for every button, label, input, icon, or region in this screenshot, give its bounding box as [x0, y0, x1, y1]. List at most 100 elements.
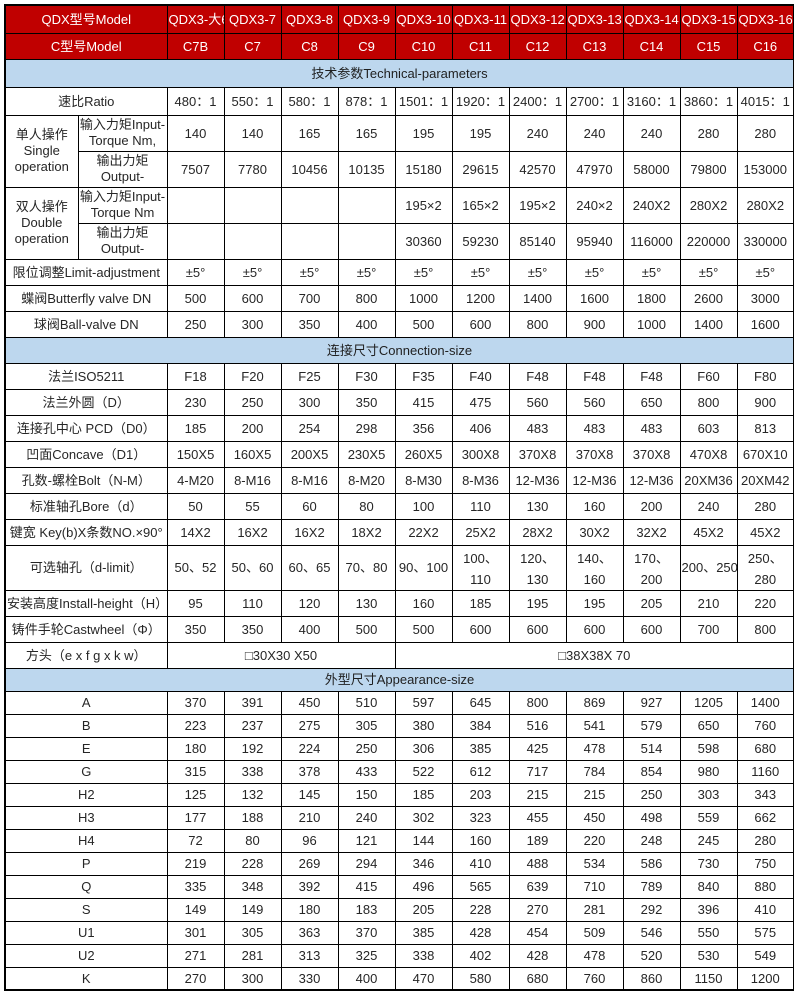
model-header-cell: QDX3-10 [394, 4, 453, 34]
value-cell: 650 [679, 713, 738, 738]
row-label: 法兰外圆（D） [4, 388, 168, 416]
row-label: H2 [4, 782, 168, 807]
table-row: S 149 149 180 183 205 228 270 281 292 396 410 [4, 897, 794, 922]
row-label: 方头（e x f g x k w） [4, 641, 168, 669]
value-cell: 410 [451, 851, 510, 876]
value-cell: F60 [679, 362, 738, 390]
value-cell: 16X2 [223, 518, 282, 546]
table-row: 铸件手轮Castwheel（Φ） 350 350 400 500 500 600 600 600… [4, 615, 794, 643]
value-cell: 250 [166, 310, 225, 338]
value-cell [223, 186, 282, 224]
value-cell: ±5° [223, 258, 282, 286]
value-cell: 195 [508, 589, 567, 617]
value-cell: 306 [394, 736, 453, 761]
section-band-row: 技术参数Technical-parameters [4, 58, 794, 88]
value-cell: 100、 110 [451, 544, 510, 591]
value-cell: 600 [622, 615, 681, 643]
value-cell: 250、 280 [736, 544, 794, 591]
value-cell: 22X2 [394, 518, 453, 546]
row-label: 球阀Ball-valve DN [4, 310, 168, 338]
value-cell: 16X2 [280, 518, 339, 546]
table-row: 可选轴孔（d-limit） 50、52 50、60 60、65 70、80 90、100 1… [4, 544, 794, 591]
value-cell: 391 [223, 690, 282, 715]
value-cell: 14X2 [166, 518, 225, 546]
value-cell: 8-M16 [280, 466, 339, 494]
value-cell: 250 [223, 388, 282, 416]
value-cell: 280X2 [736, 186, 794, 224]
value-cell: 350 [166, 615, 225, 643]
value-cell: 228 [223, 851, 282, 876]
value-cell: 72 [166, 828, 225, 853]
table-row: H4 72 80 96 121 144 160 189 220 248 245 280 [4, 828, 794, 853]
value-cell: 700 [679, 615, 738, 643]
value-cell: 195 [565, 589, 624, 617]
value-cell: 3860：1 [679, 86, 738, 116]
value-cell: 1920：1 [451, 86, 510, 116]
value-cell: 348 [223, 874, 282, 899]
value-cell: 325 [337, 943, 396, 968]
value-cell: 200 [622, 492, 681, 520]
span-value-cell: □38X38X 70 [394, 641, 794, 669]
value-cell: 483 [508, 414, 567, 442]
value-cell: 500 [394, 615, 453, 643]
value-cell: 200X5 [280, 440, 339, 468]
value-cell: 575 [736, 920, 794, 945]
value-cell: 269 [280, 851, 339, 876]
value-cell: ±5° [394, 258, 453, 286]
value-cell: 203 [451, 782, 510, 807]
value-cell: 121 [337, 828, 396, 853]
value-cell: 70、80 [337, 544, 396, 591]
value-cell: 1400 [736, 690, 794, 715]
value-cell: 10135 [337, 150, 396, 188]
value-cell: 330000 [736, 222, 794, 260]
value-cell: 280X2 [679, 186, 738, 224]
value-cell: 280 [736, 828, 794, 853]
value-cell: 7780 [223, 150, 282, 188]
value-cell: 415 [337, 874, 396, 899]
row-label: 法兰ISO5211 [4, 362, 168, 390]
value-cell: 50、52 [166, 544, 225, 591]
table-row: P 219 228 269 294 346 410 488 534 586 730 750 [4, 851, 794, 876]
value-cell: 559 [679, 805, 738, 830]
value-cell: 60 [280, 492, 339, 520]
c-model-header-cell: C9 [337, 32, 396, 60]
value-cell: 500 [337, 615, 396, 643]
value-cell: 50、60 [223, 544, 282, 591]
value-cell: 402 [451, 943, 510, 968]
row-label: 孔数-螺栓Bolt（N-M） [4, 466, 168, 494]
value-cell: 400 [337, 966, 396, 991]
c-model-header-cell: C7 [223, 32, 282, 60]
value-cell: 59230 [451, 222, 510, 260]
value-cell: 210 [679, 589, 738, 617]
row-label: H3 [4, 805, 168, 830]
value-cell: 260X5 [394, 440, 453, 468]
value-cell: 250 [337, 736, 396, 761]
table-row: 方头（e x f g x k w） □30X30 X50 □38X38X 70 [4, 641, 794, 669]
section-title: 连接尺寸Connection-size [4, 336, 794, 364]
value-cell: 95 [166, 589, 225, 617]
value-cell: 370X8 [565, 440, 624, 468]
value-cell: F48 [508, 362, 567, 390]
row-label: 安装高度Install-height（H） [4, 589, 168, 617]
value-cell: 220 [565, 828, 624, 853]
section-title: 技术参数Technical-parameters [4, 58, 794, 88]
table-row: 法兰外圆（D） 230 250 300 350 415 475 560 560 650 800 900 [4, 388, 794, 416]
value-cell: 650 [622, 388, 681, 416]
value-cell: 58000 [622, 150, 681, 188]
value-cell: 600 [451, 310, 510, 338]
value-cell: 180 [280, 897, 339, 922]
value-cell: 400 [337, 310, 396, 338]
value-cell: 8-M16 [223, 466, 282, 494]
value-cell: 183 [337, 897, 396, 922]
value-cell: 662 [736, 805, 794, 830]
value-cell: 4-M20 [166, 466, 225, 494]
row-label: K [4, 966, 168, 991]
value-cell: 4015：1 [736, 86, 794, 116]
value-cell: 270 [508, 897, 567, 922]
value-cell: 96 [280, 828, 339, 853]
value-cell: 428 [451, 920, 510, 945]
value-cell: 45X2 [736, 518, 794, 546]
section-band-row: 外型尺寸Appearance-size [4, 667, 794, 692]
value-cell [223, 222, 282, 260]
value-cell: 7507 [166, 150, 225, 188]
